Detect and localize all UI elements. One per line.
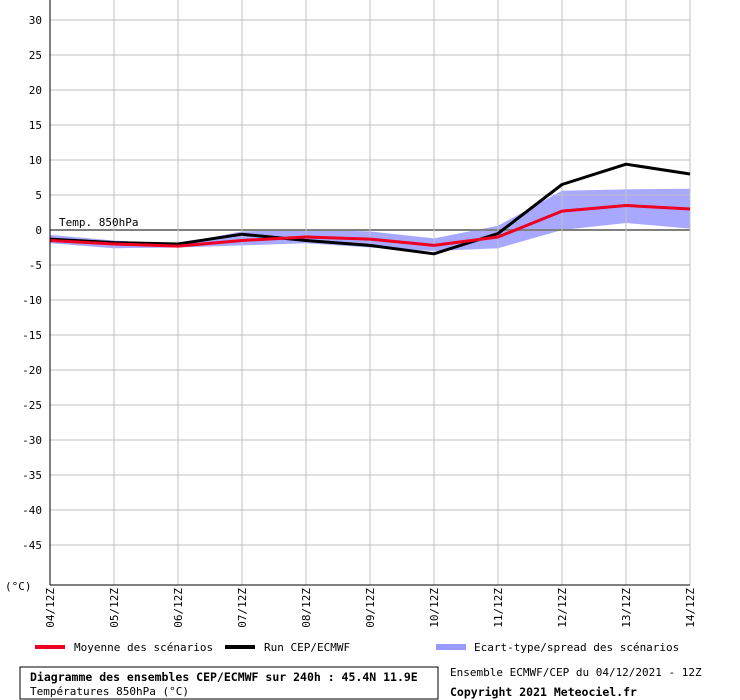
x-tick-label: 04/12Z (44, 588, 57, 628)
y-tick-label: 0 (35, 224, 42, 237)
x-tick-label: 10/12Z (428, 588, 441, 628)
y-tick-label: -25 (22, 399, 42, 412)
x-tick-label: 08/12Z (300, 588, 313, 628)
grid-layer (49, 0, 691, 585)
y-tick-label: -15 (22, 329, 42, 342)
y-tick-label: -40 (22, 504, 42, 517)
x-tick-label: 05/12Z (108, 588, 121, 628)
spread-band (50, 188, 690, 251)
y-tick-label: -20 (22, 364, 42, 377)
legend-label-run: Run CEP/ECMWF (264, 641, 350, 654)
y-tick-label: 25 (29, 49, 42, 62)
y-tick-label: 5 (35, 189, 42, 202)
copyright: Copyright 2021 Meteociel.fr (450, 685, 637, 699)
legend-label-spread: Ecart-type/spread des scénarios (474, 641, 679, 654)
x-tick-label: 06/12Z (172, 588, 185, 628)
x-tick-label: 09/12Z (364, 588, 377, 628)
series-layer (49, 162, 691, 256)
y-tick-label: -35 (22, 469, 42, 482)
x-tick-label: 14/12Z (684, 588, 697, 628)
run-info: Ensemble ECMWF/CEP du 04/12/2021 - 12Z (450, 666, 702, 679)
y-tick-label: -45 (22, 539, 42, 552)
y-tick-label: 20 (29, 84, 42, 97)
y-tick-label: 30 (29, 14, 42, 27)
x-tick-label: 13/12Z (620, 588, 633, 628)
y-tick-label: 15 (29, 119, 42, 132)
y-tick-label: 10 (29, 154, 42, 167)
spread-band-layer (50, 188, 690, 251)
legend: Moyenne des scénarios Run CEP/ECMWF Ecar… (35, 641, 679, 654)
x-tick-label: 12/12Z (556, 588, 569, 628)
series-line-run (49, 162, 691, 256)
chart-subtitle: Températures 850hPa (°C) (30, 685, 189, 698)
y-tick-label: -5 (29, 259, 42, 272)
title-box (19, 666, 439, 700)
y-tick-label: -10 (22, 294, 42, 307)
chart-title: Diagramme des ensembles CEP/ECMWF sur 24… (30, 670, 418, 684)
series-line-mean (49, 204, 691, 248)
y-tick-label: -30 (22, 434, 42, 447)
legend-label-mean: Moyenne des scénarios (74, 641, 213, 654)
axis-layer: 30 25 20 15 10 5 0 -5 -10 -15 -20 -25 -30 -35 -40 -45 04… (22, 0, 697, 628)
temp-annotation: Temp. 850hPa (59, 216, 138, 229)
x-tick-label: 11/12Z (492, 588, 505, 628)
x-tick-label: 07/12Z (236, 588, 249, 628)
ylabel-unit: (°C) (5, 580, 32, 593)
